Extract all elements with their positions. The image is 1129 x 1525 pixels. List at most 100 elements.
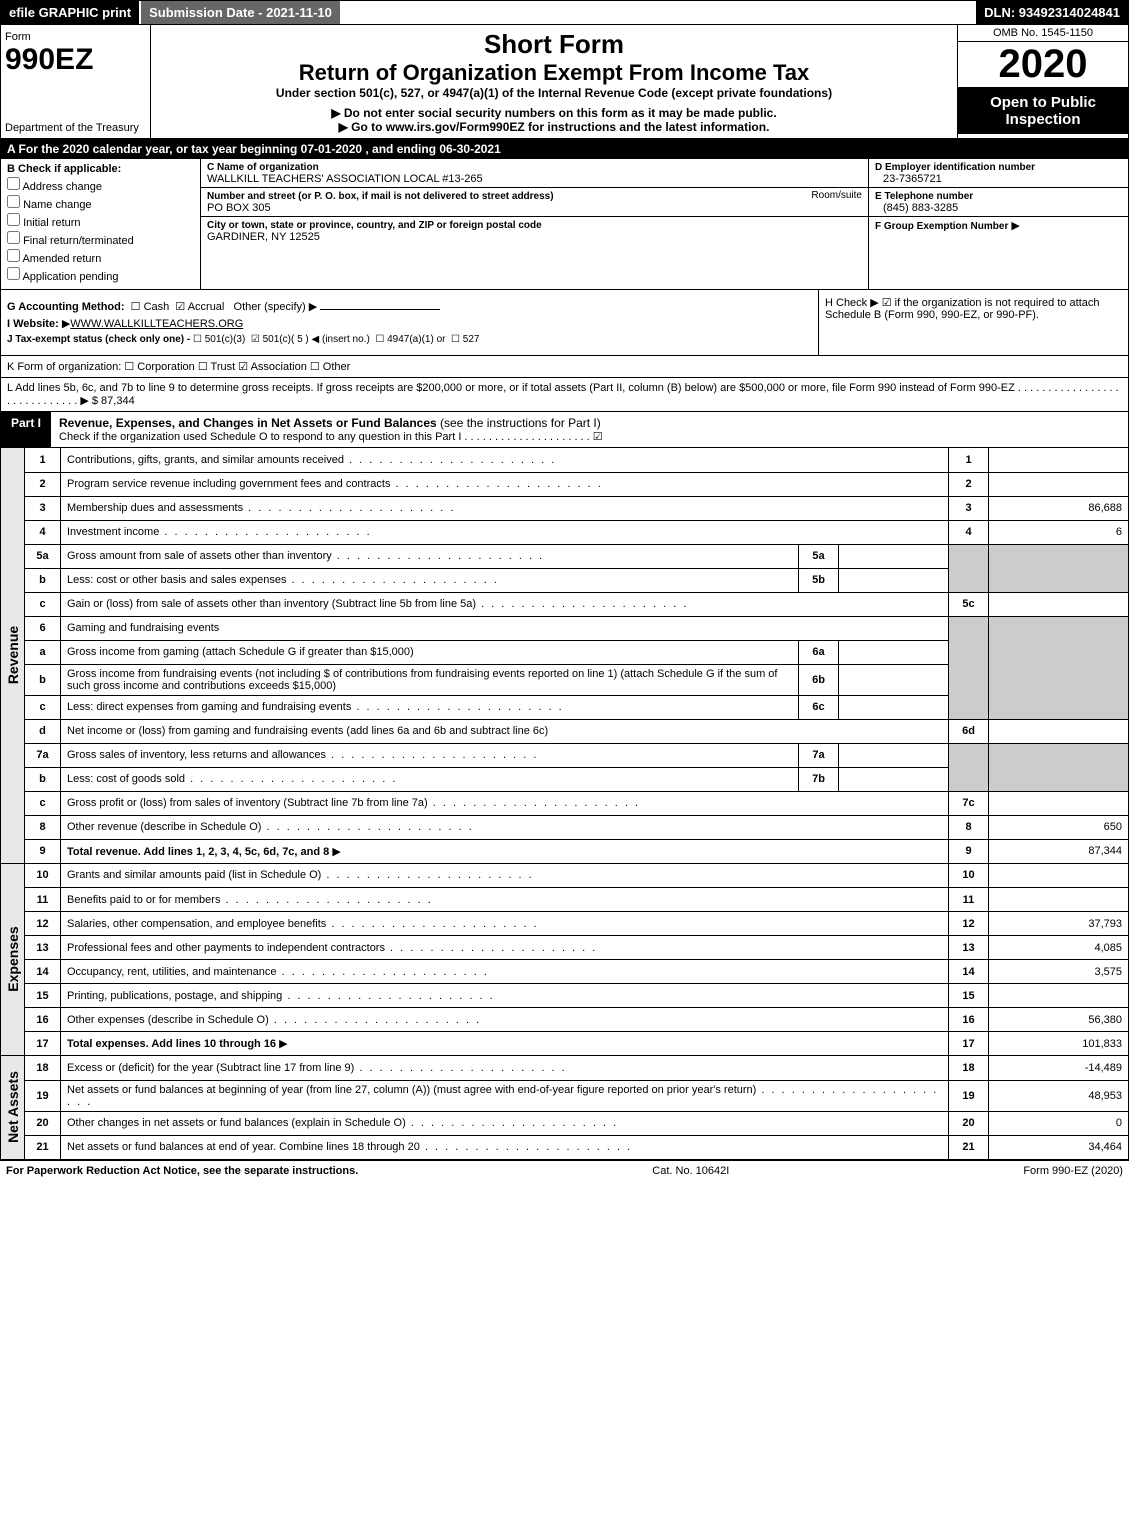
r7c-rn: 7c [949, 791, 989, 815]
r6c-no: c [25, 695, 61, 719]
r5b-sn: 5b [799, 568, 839, 592]
r13-no: 13 [25, 936, 61, 960]
short-form-title: Short Form [159, 29, 949, 60]
r4-no: 4 [25, 520, 61, 544]
row-1: 1Contributions, gifts, grants, and simil… [25, 448, 1129, 472]
footer-paperwork: For Paperwork Reduction Act Notice, see … [6, 1165, 358, 1177]
r8-rn: 8 [949, 815, 989, 839]
chk-name-change[interactable] [7, 195, 20, 208]
r3-rn: 3 [949, 496, 989, 520]
goto-link[interactable]: ▶ Go to www.irs.gov/Form990EZ for instru… [159, 120, 949, 134]
r21-no: 21 [25, 1135, 61, 1159]
r10-rv [989, 864, 1129, 888]
city-value: GARDINER, NY 12525 [207, 231, 320, 243]
row-2: 2Program service revenue including gover… [25, 472, 1129, 496]
j-label: J Tax-exempt status (check only one) - [7, 334, 190, 345]
r6-shade-rn [949, 616, 989, 719]
r11-rn: 11 [949, 888, 989, 912]
chk-address-change[interactable] [7, 177, 20, 190]
dln-label: DLN: 93492314024841 [976, 1, 1128, 24]
r2-no: 2 [25, 472, 61, 496]
r17-desc: Total expenses. Add lines 10 through 16 [61, 1032, 949, 1056]
r19-rn: 19 [949, 1080, 989, 1111]
r5a-no: 5a [25, 544, 61, 568]
expenses-table: 10Grants and similar amounts paid (list … [24, 864, 1129, 1057]
entity-block: B Check if applicable: Address change Na… [0, 159, 1129, 290]
part1-header: Part I Revenue, Expenses, and Changes in… [0, 412, 1129, 448]
r8-desc: Other revenue (describe in Schedule O) [61, 815, 949, 839]
r5c-rv [989, 592, 1129, 616]
form-header: Form 990EZ Department of the Treasury Sh… [0, 25, 1129, 139]
part1-sub: (see the instructions for Part I) [440, 416, 601, 430]
r13-rn: 13 [949, 936, 989, 960]
row-4: 4Investment income46 [25, 520, 1129, 544]
r6b-desc: Gross income from fundraising events (no… [61, 664, 799, 695]
r13-rv: 4,085 [989, 936, 1129, 960]
r14-desc: Occupancy, rent, utilities, and maintena… [61, 960, 949, 984]
chk-final-return[interactable] [7, 231, 20, 244]
chk-amended-return[interactable] [7, 249, 20, 262]
row-18: 18Excess or (deficit) for the year (Subt… [25, 1056, 1129, 1080]
line-l: L Add lines 5b, 6c, and 7b to line 9 to … [0, 378, 1129, 412]
g-cash: Cash [144, 301, 170, 313]
j-4947: 4947(a)(1) or [387, 334, 445, 345]
r21-desc: Net assets or fund balances at end of ye… [61, 1135, 949, 1159]
r14-rn: 14 [949, 960, 989, 984]
r9-rn: 9 [949, 839, 989, 863]
h-text: H Check ▶ ☑ if the organization is not r… [825, 297, 1100, 321]
r7b-sn: 7b [799, 767, 839, 791]
row-13: 13Professional fees and other payments t… [25, 936, 1129, 960]
d-ein-value: 23-7365721 [875, 173, 942, 185]
under-section: Under section 501(c), 527, or 4947(a)(1)… [159, 86, 949, 100]
topbar-spacer [342, 1, 976, 24]
part1-check-line: Check if the organization used Schedule … [59, 430, 1120, 443]
section-def: D Employer identification number 23-7365… [868, 159, 1128, 289]
line-k: K Form of organization: ☐ Corporation ☐ … [0, 356, 1129, 378]
r16-no: 16 [25, 1008, 61, 1032]
r3-rv: 86,688 [989, 496, 1129, 520]
r6d-rn: 6d [949, 719, 989, 743]
r5ab-shade-rv [989, 544, 1129, 592]
section-c: C Name of organization WALLKILL TEACHERS… [201, 159, 868, 289]
chk-initial-label: Initial return [23, 217, 80, 229]
submission-date-button[interactable]: Submission Date - 2021-11-10 [141, 1, 342, 24]
part1-title: Revenue, Expenses, and Changes in Net As… [59, 416, 437, 430]
j-527: 527 [463, 334, 480, 345]
r15-desc: Printing, publications, postage, and shi… [61, 984, 949, 1008]
r2-rn: 2 [949, 472, 989, 496]
r19-no: 19 [25, 1080, 61, 1111]
r5c-rn: 5c [949, 592, 989, 616]
efile-print-button[interactable]: efile GRAPHIC print [1, 1, 141, 24]
r8-no: 8 [25, 815, 61, 839]
gij-left: G Accounting Method: ☐ Cash ☑ Accrual Ot… [1, 290, 818, 355]
dept-label: Department of the Treasury [5, 122, 146, 134]
website-link[interactable]: WWW.WALLKILLTEACHERS.ORG [70, 318, 243, 330]
g-other: Other (specify) [234, 301, 306, 313]
r19-desc: Net assets or fund balances at beginning… [61, 1080, 949, 1111]
r7-shade-rn [949, 743, 989, 791]
d-ein-label: D Employer identification number [875, 162, 1035, 173]
row-14: 14Occupancy, rent, utilities, and mainte… [25, 960, 1129, 984]
netassets-label-text: Net Assets [5, 1071, 21, 1143]
section-b: B Check if applicable: Address change Na… [1, 159, 201, 289]
chk-application-pending[interactable] [7, 267, 20, 280]
r4-desc: Investment income [61, 520, 949, 544]
r19-rv: 48,953 [989, 1080, 1129, 1111]
row-19: 19Net assets or fund balances at beginni… [25, 1080, 1129, 1111]
tax-year: 2020 [958, 42, 1128, 88]
g-other-field[interactable] [320, 309, 440, 310]
row-7c: cGross profit or (loss) from sales of in… [25, 791, 1129, 815]
r10-rn: 10 [949, 864, 989, 888]
r7a-sv [839, 743, 949, 767]
r1-rn: 1 [949, 448, 989, 472]
revenue-label-text: Revenue [5, 626, 21, 684]
f-group-label: F Group Exemption Number [875, 221, 1008, 232]
r20-rv: 0 [989, 1111, 1129, 1135]
chk-initial-return[interactable] [7, 213, 20, 226]
r7-shade-rv [989, 743, 1129, 791]
r20-rn: 20 [949, 1111, 989, 1135]
chk-app-label: Application pending [22, 271, 118, 283]
r6-desc: Gaming and fundraising events [61, 616, 949, 640]
r5a-desc: Gross amount from sale of assets other t… [61, 544, 799, 568]
r7a-sn: 7a [799, 743, 839, 767]
